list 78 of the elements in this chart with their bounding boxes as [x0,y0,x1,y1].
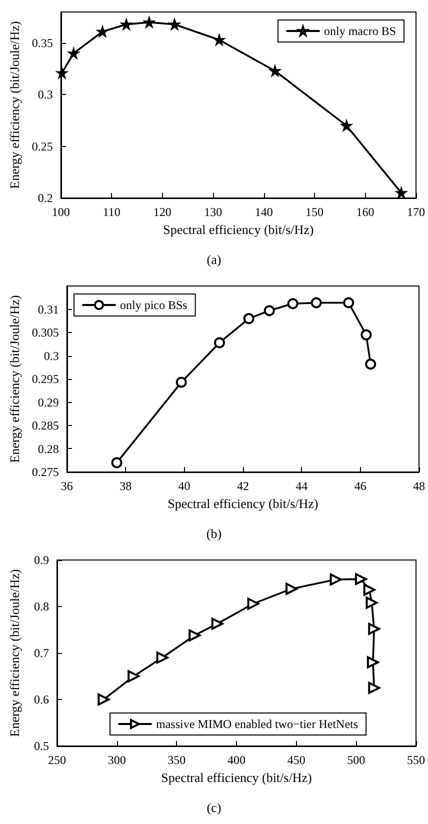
x-tick-label: 38 [120,479,132,493]
y-axis-title: Energy efficiency (bit/Joule/Hz) [7,295,22,463]
point [211,618,224,630]
x-tick-label: 46 [354,479,366,493]
point [247,598,260,610]
point [343,297,354,308]
text: (a) [206,252,222,267]
y-tick-label: 0.29 [38,395,59,410]
y-tick-label: 0.3 [44,348,59,363]
point [365,358,376,370]
x-tick-label: 170 [407,205,425,219]
legend-label: only macro BS [324,24,396,38]
x-tick-label: 160 [356,205,374,219]
x-tick-label: 500 [347,753,366,767]
x-tick-label: 44 [296,479,308,493]
point [286,582,298,595]
point [188,629,201,642]
point [354,573,367,586]
x-tick-label: 140 [254,205,273,219]
point [111,457,122,468]
point [366,656,379,668]
y-axis-title: Energy efficiency (bit/Joule/Hz) [7,21,22,189]
y-tick-label: 0.295 [32,372,59,386]
x-axis-title: Spectral efficiency (bit/s/Hz) [161,770,312,785]
point [214,337,225,348]
point [264,305,275,316]
x-tick-label: 130 [204,205,222,219]
y-tick-label: 0.6 [34,692,49,706]
x-tick-label: 250 [48,753,66,767]
point [341,120,352,131]
x-tick-label: 48 [413,479,425,493]
point [310,297,322,308]
y-tick-label: 0.8 [34,600,49,614]
point [287,298,298,310]
y-tick-label: 0.275 [32,465,59,479]
text: (c) [206,800,222,815]
x-tick-label: 300 [108,753,126,767]
point [56,68,68,78]
point [156,652,168,664]
text: (b) [206,526,222,541]
y-tick-label: 0.3 [38,88,53,102]
y-axis-title: Energy efficiency (bit/Joule/Hz) [7,569,22,737]
point [128,670,140,682]
point [363,584,376,596]
y-tick-label: 0.2 [38,191,53,205]
x-tick-label: 36 [60,479,73,493]
y-tick-label: 0.5 [34,739,49,753]
x-tick-label: 150 [306,205,324,219]
y-tick-label: 0.28 [38,442,59,456]
legend-label: massive MIMO enabled two−tier HetNets [156,717,358,731]
point [243,313,254,324]
legend-label: only pico BSs [120,298,188,312]
point [97,26,108,37]
x-tick-label: 400 [228,753,246,767]
x-tick-label: 450 [287,753,306,767]
x-tick-label: 110 [102,205,120,219]
y-tick-label: 0.305 [32,326,59,340]
y-tick-label: 0.7 [34,646,49,660]
point [368,682,380,694]
x-tick-label: 120 [153,205,172,219]
point [330,574,342,586]
y-tick-label: 0.25 [32,139,53,154]
x-tick-label: 42 [236,479,249,493]
point [360,329,372,340]
point [176,376,187,388]
y-tick-label: 0.31 [38,302,59,316]
y-tick-label: 0.35 [32,36,53,50]
point [366,596,378,609]
y-tick-label: 0.9 [34,553,49,567]
x-tick-label: 40 [178,479,190,493]
point [368,622,380,635]
x-axis-title: Spectral efficiency (bit/s/Hz) [163,222,314,237]
x-tick-label: 350 [168,753,186,767]
y-tick-label: 0.285 [32,418,59,432]
x-axis-title: Spectral efficiency (bit/s/Hz) [168,496,318,511]
point [98,694,110,706]
x-tick-label: 100 [52,205,70,219]
x-tick-label: 550 [407,753,425,767]
